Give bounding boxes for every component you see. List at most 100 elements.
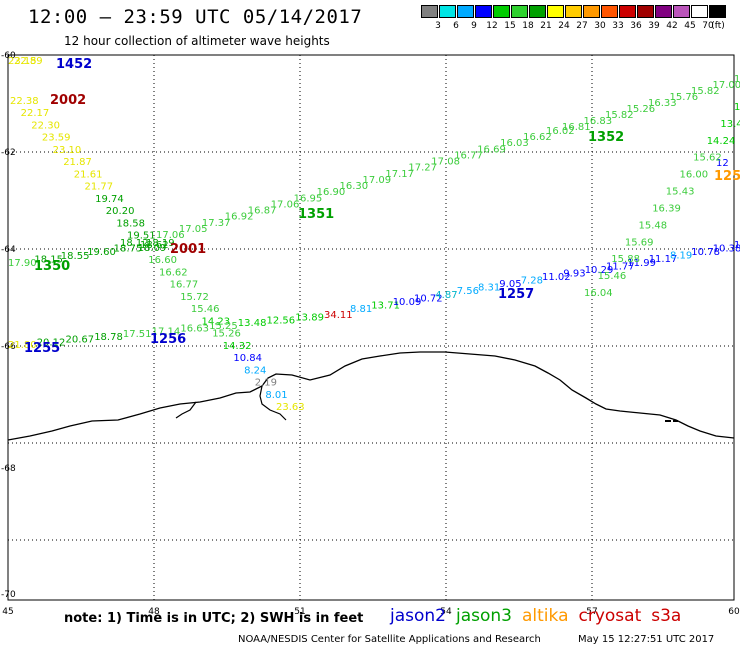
scale-tick-label: 27 [576,21,588,31]
wave-height-value: 17.08 [431,157,460,168]
wave-height-value: 11.02 [542,272,571,283]
scale-swatch [511,5,528,18]
wave-height-value: 15.43 [666,187,695,198]
wave-height-value: 22.30 [31,121,60,132]
wave-height-value: 17.06 [271,199,300,210]
wave-height-value: 12.56 [267,316,296,327]
scale-tick-label: 39 [648,21,660,31]
wave-height-value: 10.09 [393,297,422,308]
coastline-inlet [175,401,197,419]
wave-height-value: 18.15 [34,254,63,265]
lat-label: -62 [1,148,16,158]
pass-label: 1256 [150,332,186,347]
scale-tick-label: 18 [522,21,534,31]
wave-height-value: 10.2 [734,240,740,251]
wave-height-value: 14.90 [734,102,740,113]
wave-height-value: 18.62 [140,240,169,251]
wave-height-value: 16.95 [294,193,323,204]
track-1256: 1256 [150,332,186,347]
wave-height-value: 21.80 [8,340,37,351]
map-subtitle: 12 hour collection of altimeter wave hei… [64,34,330,48]
wave-height-value: 34.11 [324,310,353,321]
wave-height-value: 18.12 [120,238,149,249]
wave-height-value: 17.06 [156,230,185,241]
wave-height-value: 22.38 [10,96,39,107]
scale-tick-label: (ft) [711,21,725,31]
generation-timestamp: May 15 12:27:51 UTC 2017 [578,634,715,645]
map-title: 12:00 – 23:59 UTC 05/14/2017 [28,6,363,28]
pass-label: 1352 [588,130,624,145]
scale-swatch [565,5,582,18]
wave-height-value: 16.62 [523,132,552,143]
scale-swatch [493,5,510,18]
wave-height-value: 22.17 [21,108,50,119]
wave-height-value: 12 [716,158,729,169]
wave-height-value: 18.75 [114,244,143,255]
legend-entry: jason3 [456,606,512,626]
wave-height-value: 20.12 [37,337,66,348]
wave-height-value: 17.51 [123,329,152,340]
lat-label: -68 [1,464,16,474]
scale-swatch [637,5,654,18]
scale-swatch [547,5,564,18]
wave-height-value: 16.69 [477,144,506,155]
wave-height-value: 13.40 [720,119,740,130]
scale-tick-label: 9 [471,21,477,31]
wave-height-value: 18.19 [146,238,175,249]
wave-height-value: 10.78 [691,247,720,258]
scale-swatch [421,5,438,18]
lon-label: 45 [2,607,13,617]
wave-height-value: 15.26 [212,329,241,340]
wave-height-value: 15.88 [611,254,640,265]
wave-height-value: 21.87 [63,157,92,168]
wave-height-value: 14.24 [707,136,736,147]
wave-height-value: 7.56 [457,286,479,297]
scale-tick-label: 45 [684,21,696,31]
wave-height-value: 16.00 [680,170,709,181]
wave-height-value: 2.19 [255,378,277,389]
axis-labels: -60 -62 -64 -66 -68 -70 45 48 51 54 57 60 [1,51,740,617]
pass-label: 1351 [298,207,334,222]
satellite-legend: jason2 jason3 altika cryosat s3a [390,606,691,626]
scale-swatch [475,5,492,18]
lon-label: 57 [586,607,597,617]
lon-label: 54 [440,607,452,617]
grid [8,55,734,600]
wave-height-value: 21.61 [74,169,103,180]
wave-height-value: 18.58 [116,218,145,229]
lat-label: -64 [1,245,16,255]
scale-tick-label: 15 [504,21,516,31]
wave-height-value: 19.51 [127,231,156,242]
wave-height-value: 15.26 [627,104,656,115]
lon-label: 60 [728,607,740,617]
track-1255: 21.80 20.12 20.67 18.78 17.51 17.14 16.63 15.25… [8,310,353,356]
scale-tick-label: 24 [558,21,570,31]
track-1259: 121259 [714,158,740,184]
wave-height-value: 23.63 [276,402,305,413]
wave-height-value: 16.33 [648,98,677,109]
wave-height-value: 21.77 [85,182,114,193]
pass-label: 2002 [50,93,86,108]
track-1352: 16.8116.8315.8215.2616.3315.7615.8217.00… [562,74,740,145]
island-marker [665,420,671,422]
wave-height-value: 7.28 [521,276,543,287]
legend-entry: s3a [651,606,682,626]
scale-swatch [709,5,726,18]
lat-label: -70 [1,590,16,600]
wave-height-value: 4.87 [435,290,457,301]
legend-entry: jason2 [390,606,446,626]
scale-tick-label: 36 [630,21,642,31]
wave-height-value: 16.77 [454,151,483,162]
wave-height-value: 16.39 [652,204,681,215]
scale-swatch [439,5,456,18]
scale-swatch [583,5,600,18]
coastline [7,351,735,441]
wave-height-value: 15.48 [639,220,668,231]
wave-height-value: 17.90 [8,258,37,269]
wave-height-value: 11.17 [649,254,678,265]
track-1353: 16.04 15.46 15.88 15.69 15.48 16.39 15.43 16.00… [584,102,740,299]
wave-height-value: 20.67 [66,335,95,346]
